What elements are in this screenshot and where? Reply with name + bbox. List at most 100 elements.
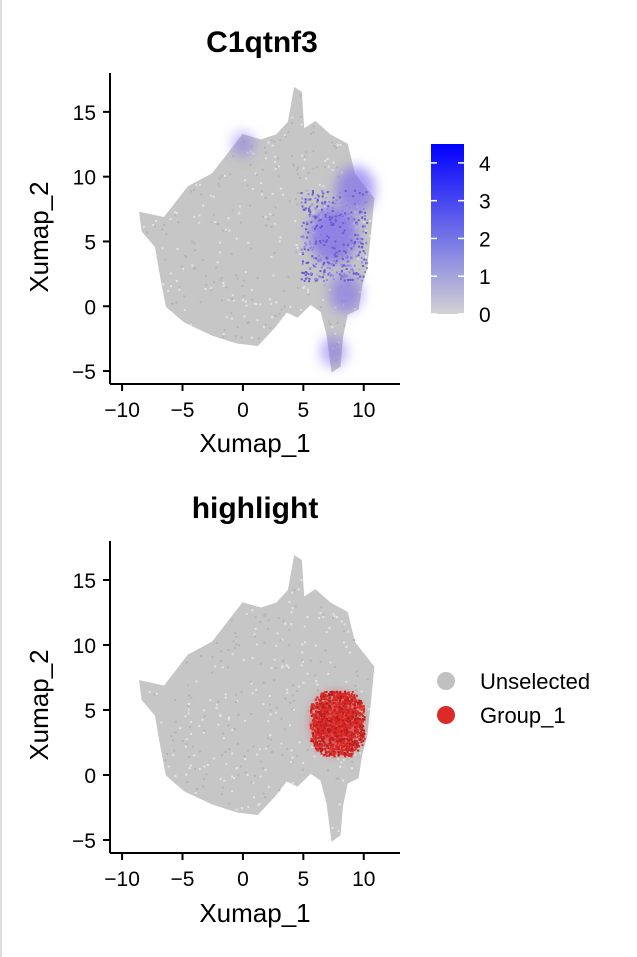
- cell-point: [247, 805, 250, 808]
- group-1-cell: [320, 720, 323, 723]
- expressing-cell: [335, 220, 338, 223]
- cell-point: [312, 131, 315, 134]
- group-1-cell: [316, 745, 319, 748]
- cell-point: [215, 641, 218, 644]
- cell-point: [292, 708, 295, 711]
- cell-point: [281, 664, 284, 667]
- group-1-cell: [317, 730, 320, 733]
- y-tick-label: −5: [72, 830, 96, 853]
- expressing-cell: [302, 235, 304, 238]
- cell-point: [155, 219, 158, 222]
- group-1-cell: [339, 706, 342, 709]
- cell-point: [232, 299, 235, 302]
- group-1-cell: [338, 724, 341, 727]
- group-1-cell: [336, 711, 339, 714]
- group-1-cell: [352, 742, 355, 745]
- group-1-cell: [340, 716, 343, 719]
- group-1-cell: [322, 714, 325, 717]
- expressing-cell: [344, 251, 347, 254]
- group-1-cell: [363, 729, 366, 732]
- group-1-cell: [320, 695, 323, 698]
- expressing-cell: [316, 224, 318, 227]
- cell-point: [279, 236, 282, 239]
- group-1-cell: [341, 711, 344, 713]
- group-1-cell: [323, 721, 326, 724]
- cell-point: [293, 589, 296, 592]
- cell-point: [223, 779, 226, 782]
- group-1-cell: [351, 741, 354, 743]
- expressing-cell: [322, 223, 324, 226]
- cell-point: [267, 745, 270, 748]
- cell-point: [303, 286, 306, 289]
- page-edge: [0, 0, 2, 957]
- group-1-cell: [335, 703, 338, 706]
- cell-point: [277, 175, 280, 178]
- y-tick-label: 0: [84, 765, 96, 788]
- group-1-cell: [347, 739, 350, 742]
- expressing-cell: [326, 261, 329, 264]
- cell-point: [250, 781, 253, 784]
- group-1-cell: [355, 725, 358, 728]
- group-1-cell: [334, 711, 337, 714]
- expressing-cell: [315, 263, 318, 265]
- group-1-cell: [314, 698, 317, 701]
- expressing-cell: [358, 212, 361, 215]
- expressing-cell: [341, 235, 344, 237]
- colorbar-tick-label: 1: [479, 266, 491, 289]
- cell-point: [328, 190, 331, 193]
- expressing-cell: [305, 244, 308, 247]
- cell-point: [372, 672, 375, 674]
- cell-point: [217, 182, 220, 185]
- group-1-cell: [360, 702, 363, 705]
- cell-point: [210, 289, 213, 292]
- expressing-cell: [361, 193, 364, 196]
- group-1-cell: [311, 739, 314, 742]
- expressing-cell: [308, 213, 311, 216]
- cell-point: [267, 785, 270, 788]
- group-1-cell: [340, 725, 342, 728]
- group-1-cell: [316, 724, 319, 727]
- x-axis-label: Xumap_1: [199, 898, 310, 928]
- cell-point: [298, 741, 301, 744]
- expressing-cell: [300, 201, 303, 204]
- cell-point: [331, 269, 334, 271]
- group-1-cell: [325, 691, 328, 693]
- cell-point: [281, 666, 284, 669]
- group-1-cell: [349, 722, 352, 725]
- expressing-cell: [344, 212, 347, 215]
- expressing-cell: [309, 267, 312, 270]
- y-tick-label: 15: [73, 570, 96, 593]
- expressing-cell: [319, 226, 322, 229]
- cell-point: [221, 793, 223, 796]
- group-1-cell: [314, 737, 317, 740]
- expressing-cell: [357, 234, 360, 237]
- cell-point: [199, 655, 202, 658]
- group-1-cell: [354, 709, 357, 712]
- group-1-cell: [347, 697, 349, 700]
- expressing-cell: [309, 211, 312, 214]
- cell-point: [324, 159, 327, 162]
- cell-point: [198, 750, 201, 753]
- expressing-cell: [319, 233, 321, 236]
- cell-point: [199, 301, 202, 304]
- group-1-cell: [362, 708, 365, 711]
- cell-point: [274, 206, 277, 209]
- cell-point: [161, 247, 164, 250]
- cell-point: [281, 753, 284, 756]
- group-1-cell: [340, 696, 343, 698]
- cell-point: [338, 803, 341, 806]
- cell-point: [251, 187, 254, 190]
- expressing-cell: [353, 189, 356, 192]
- expressing-cell: [326, 247, 329, 250]
- cell-point: [244, 179, 247, 182]
- expressing-cell: [331, 216, 334, 219]
- expressing-cell: [306, 222, 309, 225]
- expressing-cell: [357, 254, 360, 257]
- expressing-cell: [326, 208, 329, 211]
- cell-point: [251, 298, 254, 301]
- group-1-cell: [327, 728, 329, 730]
- group-1-cell: [351, 752, 354, 755]
- group-1-cell: [340, 739, 343, 742]
- group-1-cell: [311, 732, 314, 735]
- cell-point: [280, 742, 283, 745]
